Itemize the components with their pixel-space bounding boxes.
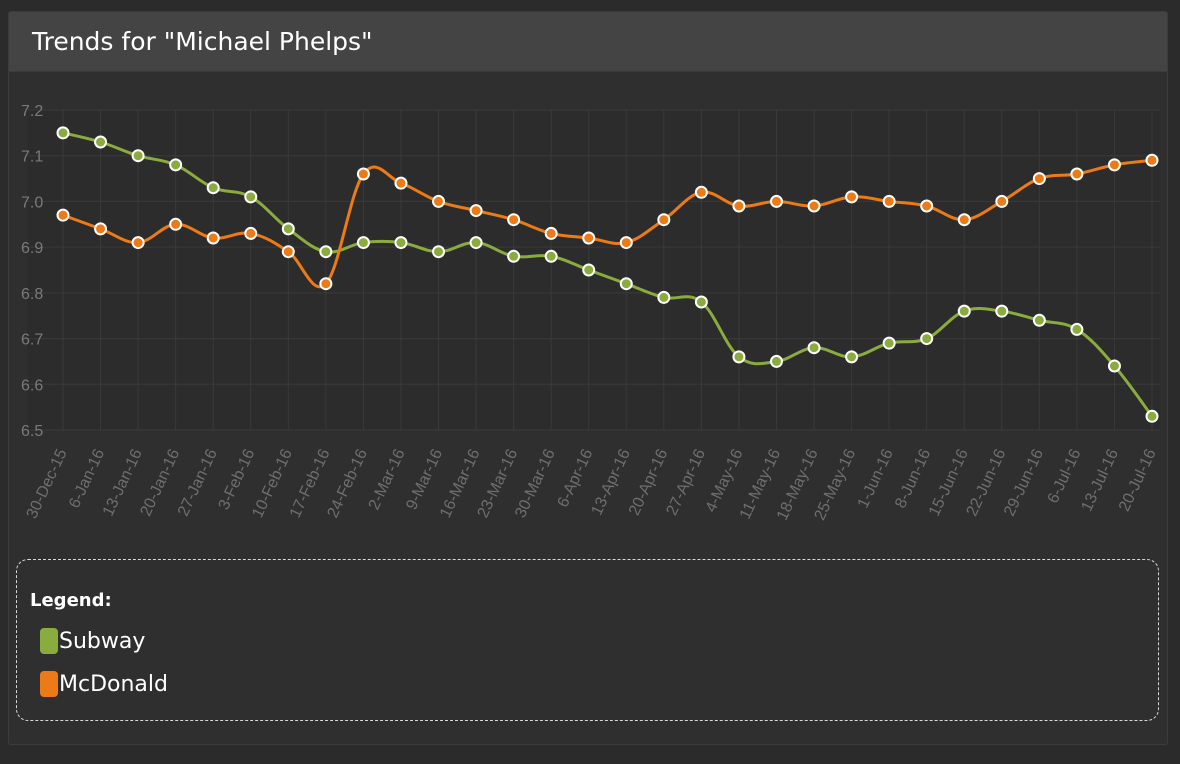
data-point-subway (469, 236, 483, 250)
data-point-subway (356, 236, 370, 250)
data-point-mcdonald (356, 167, 370, 181)
data-point-subway (619, 277, 633, 291)
data-point-mcdonald (694, 185, 708, 199)
data-point-mcdonald (1032, 172, 1046, 186)
data-point-subway (1107, 359, 1121, 373)
data-point-subway (544, 249, 558, 263)
data-point-mcdonald (1107, 158, 1121, 172)
data-point-subway (694, 295, 708, 309)
x-tick-label: 30-Dec-15 (24, 446, 71, 521)
legend-item-mcdonald[interactable]: McDonald (40, 671, 168, 697)
legend-label-subway: Subway (59, 628, 146, 654)
y-tick-label: 6.6 (21, 377, 43, 394)
data-point-mcdonald (920, 199, 934, 213)
x-tick-label: 3-Feb-16 (216, 446, 259, 512)
data-point-subway (169, 158, 183, 172)
data-point-mcdonald (94, 222, 108, 236)
x-tick-label: 6-Jul-16 (1045, 446, 1085, 506)
x-tick-label: 13-Jul-16 (1078, 446, 1122, 514)
data-point-mcdonald (131, 236, 145, 250)
y-tick-label: 6.5 (21, 423, 43, 440)
data-point-mcdonald (807, 199, 821, 213)
x-tick-label: 29-Jun-16 (1001, 446, 1047, 519)
data-point-subway (769, 354, 783, 368)
y-tick-label: 6.9 (21, 240, 43, 257)
data-point-subway (1145, 409, 1159, 423)
data-point-subway (1070, 322, 1084, 336)
data-point-subway (56, 126, 70, 140)
x-tick-label: 8-Jun-16 (892, 446, 934, 511)
x-tick-label: 9-Mar-16 (403, 446, 446, 512)
x-tick-label: 1-Jun-16 (855, 446, 897, 511)
data-point-subway (394, 236, 408, 250)
data-point-mcdonald (281, 245, 295, 259)
data-point-subway (845, 350, 859, 364)
y-tick-label: 6.8 (21, 286, 43, 303)
data-point-mcdonald (169, 217, 183, 231)
x-tick-label: 20-Jul-16 (1116, 446, 1160, 514)
data-point-mcdonald (469, 204, 483, 218)
data-point-mcdonald (882, 194, 896, 208)
data-point-subway (657, 290, 671, 304)
data-point-subway (957, 304, 971, 318)
data-point-mcdonald (544, 226, 558, 240)
data-point-subway (206, 181, 220, 195)
data-point-mcdonald (56, 208, 70, 222)
data-point-mcdonald (619, 236, 633, 250)
data-point-subway (882, 336, 896, 350)
data-point-mcdonald (319, 277, 333, 291)
y-tick-label: 6.7 (21, 332, 43, 349)
data-point-subway (995, 304, 1009, 318)
data-point-mcdonald (769, 194, 783, 208)
data-point-mcdonald (582, 231, 596, 245)
legend-title: Legend: (30, 590, 112, 611)
legend-label-mcdonald: McDonald (59, 671, 168, 697)
x-tick-label: 6-Apr-16 (555, 446, 597, 510)
data-point-subway (281, 222, 295, 236)
data-point-subway (244, 190, 258, 204)
data-point-mcdonald (732, 199, 746, 213)
data-point-subway (732, 350, 746, 364)
data-point-subway (94, 135, 108, 149)
data-point-subway (920, 332, 934, 346)
data-point-subway (1032, 313, 1046, 327)
y-tick-label: 7.2 (21, 103, 43, 120)
data-point-subway (582, 263, 596, 277)
data-point-subway (319, 245, 333, 259)
data-point-mcdonald (244, 226, 258, 240)
data-point-mcdonald (206, 231, 220, 245)
x-tick-label: 4-May-16 (703, 446, 747, 515)
legend: Legend: Subway McDonald (16, 559, 1159, 721)
data-point-mcdonald (957, 213, 971, 227)
data-point-subway (807, 341, 821, 355)
data-point-mcdonald (394, 176, 408, 190)
y-tick-label: 7.1 (21, 149, 43, 166)
y-tick-label: 7.0 (21, 194, 43, 211)
data-point-mcdonald (657, 213, 671, 227)
legend-swatch-mcdonald (40, 671, 58, 697)
data-point-mcdonald (1145, 153, 1159, 167)
data-point-mcdonald (507, 213, 521, 227)
x-tick-label: 6-Jan-16 (66, 446, 108, 511)
data-point-subway (131, 149, 145, 163)
data-point-mcdonald (995, 194, 1009, 208)
legend-swatch-subway (40, 628, 58, 654)
data-point-mcdonald (845, 190, 859, 204)
x-tick-label: 2-Mar-16 (366, 446, 409, 512)
panel-title: Trends for "Michael Phelps" (32, 27, 373, 56)
data-point-mcdonald (432, 194, 446, 208)
data-point-subway (507, 249, 521, 263)
data-point-mcdonald (1070, 167, 1084, 181)
panel-header: Trends for "Michael Phelps" (9, 12, 1167, 72)
data-point-subway (432, 245, 446, 259)
legend-item-subway[interactable]: Subway (40, 628, 145, 654)
x-tick-label: 27-Jan-16 (175, 446, 221, 519)
